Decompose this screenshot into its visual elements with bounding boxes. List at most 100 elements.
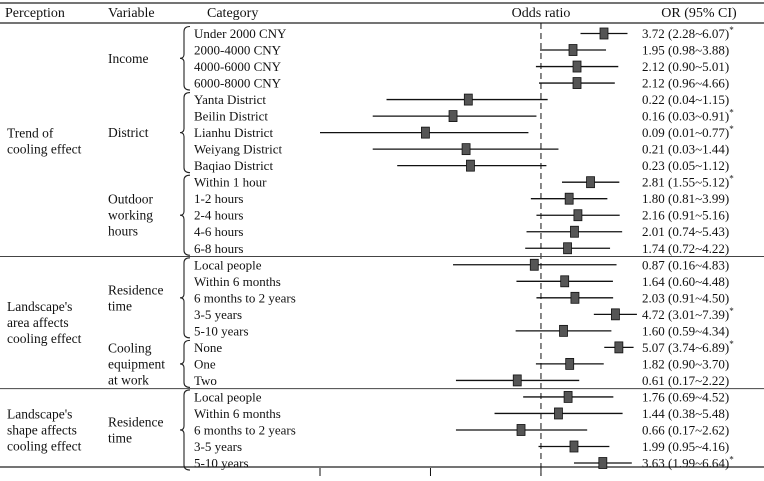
or-ci-label: 0.23 (0.05~1.12) (642, 158, 729, 173)
perception-label: shape affects (7, 422, 77, 437)
or-ci-label: 2.03 (0.91~4.50) (642, 290, 729, 305)
header-or-ci: OR (95% CI) (661, 6, 737, 21)
variable-label: Outdoor (108, 192, 154, 207)
or-marker (600, 28, 608, 39)
or-ci-value: 0.16 (0.03~0.91)* (642, 108, 734, 124)
or-ci-label: 2.16 (0.91~5.16) (642, 208, 729, 223)
row-layer: Under 2000 CNY 3.72 (2.28~6.07)*2000-4000… (194, 25, 734, 471)
category-label: 6-8 hours (194, 241, 243, 256)
or-marker (449, 111, 457, 122)
category-label: Within 6 months (194, 406, 281, 421)
or-marker (421, 127, 429, 138)
or-marker (466, 160, 474, 171)
or-ci-value: 1.44 (0.38~5.48) (642, 406, 729, 421)
or-marker (571, 292, 579, 303)
category-label: Local people (194, 389, 262, 404)
variable-label: Cooling (108, 340, 152, 355)
significance-mark: * (729, 455, 734, 465)
variable-brace (180, 175, 190, 255)
category-label: None (194, 340, 222, 355)
variable-label: Residence (108, 414, 163, 429)
or-ci-value: 1.99 (0.95~4.16) (642, 439, 729, 454)
or-ci-label: 3.72 (2.28~6.07) (642, 26, 729, 41)
or-marker (615, 342, 623, 353)
perception-label: area affects (7, 315, 69, 330)
category-label: 6 months to 2 years (194, 290, 296, 305)
or-ci-value: 0.22 (0.04~1.15) (642, 92, 729, 107)
or-marker (554, 408, 562, 419)
variable-label: equipment (108, 356, 165, 371)
or-ci-label: 4.72 (3.01~7.39) (642, 307, 729, 322)
or-marker (587, 177, 595, 188)
or-ci-value: 0.87 (0.16~4.83) (642, 257, 729, 272)
perception-label: Landscape's (7, 406, 72, 421)
or-marker (611, 309, 619, 320)
or-ci-value: 1.80 (0.81~3.99) (642, 191, 729, 206)
category-label: 2000-4000 CNY (194, 43, 282, 58)
category-label: 4000-6000 CNY (194, 59, 282, 74)
or-marker (513, 375, 521, 386)
significance-mark: * (729, 25, 734, 35)
or-ci-label: 1.95 (0.98~3.88) (642, 43, 729, 58)
or-marker (566, 358, 574, 369)
variable-label: working (108, 208, 153, 223)
or-ci-label: 2.81 (1.55~5.12) (642, 175, 729, 190)
perception-label: cooling effect (7, 331, 82, 346)
or-ci-value: 2.03 (0.91~4.50) (642, 290, 729, 305)
header-odds-ratio: Odds ratio (512, 6, 571, 21)
category-label: One (194, 356, 216, 371)
category-label: 5-10 years (194, 456, 249, 471)
header-category: Category (207, 6, 258, 21)
perception-label: cooling effect (7, 438, 82, 453)
category-label: Within 1 hour (194, 175, 267, 190)
or-ci-label: 1.82 (0.90~3.70) (642, 356, 729, 371)
or-marker (464, 94, 472, 105)
or-ci-label: 2.12 (0.90~5.01) (642, 59, 729, 74)
or-ci-label: 5.07 (3.74~6.89) (642, 340, 729, 355)
or-ci-label: 2.01 (0.74~5.43) (642, 224, 729, 239)
or-marker (569, 45, 577, 56)
or-ci-value: 0.09 (0.01~0.77)* (642, 124, 734, 140)
or-ci-value: 4.72 (3.01~7.39)* (642, 306, 734, 322)
category-label: Baqiao District (194, 158, 273, 173)
or-ci-label: 1.80 (0.81~3.99) (642, 191, 729, 206)
variable-label: hours (108, 224, 138, 239)
or-marker (570, 441, 578, 452)
category-label: 3-5 years (194, 307, 242, 322)
header-variable: Variable (108, 6, 155, 21)
or-ci-value: 1.82 (0.90~3.70) (642, 356, 729, 371)
perception-label: Trend of (7, 125, 54, 140)
or-ci-value: 2.12 (0.96~4.66) (642, 76, 729, 91)
or-ci-value: 1.60 (0.59~4.34) (642, 323, 729, 338)
or-marker (564, 243, 572, 254)
variable-brace (180, 390, 190, 470)
or-marker (599, 458, 607, 469)
or-ci-value: 0.66 (0.17~2.62) (642, 422, 729, 437)
or-ci-value: 2.12 (0.90~5.01) (642, 59, 729, 74)
or-ci-label: 0.21 (0.03~1.44) (642, 142, 729, 157)
or-ci-label: 0.22 (0.04~1.15) (642, 92, 729, 107)
or-marker (574, 210, 582, 221)
variable-label: District (108, 125, 149, 140)
or-marker (564, 391, 572, 402)
or-marker (517, 424, 525, 435)
or-marker (570, 226, 578, 237)
or-ci-value: 3.63 (1.99~6.64)* (642, 455, 734, 471)
or-marker (565, 193, 573, 204)
category-label: Lianhu District (194, 125, 273, 140)
or-marker (573, 78, 581, 89)
variable-label: Residence (108, 282, 163, 297)
or-marker (560, 325, 568, 336)
significance-mark: * (729, 124, 734, 134)
significance-mark: * (729, 108, 734, 118)
perception-label: cooling effect (7, 141, 82, 156)
category-label: Yanta District (194, 92, 266, 107)
or-ci-value: 2.81 (1.55~5.12)* (642, 174, 734, 190)
significance-mark: * (729, 174, 734, 184)
or-ci-label: 3.63 (1.99~6.64) (642, 456, 729, 471)
variable-brace (180, 93, 190, 173)
or-marker (561, 276, 569, 287)
category-label: 4-6 hours (194, 224, 243, 239)
or-ci-label: 1.99 (0.95~4.16) (642, 439, 729, 454)
